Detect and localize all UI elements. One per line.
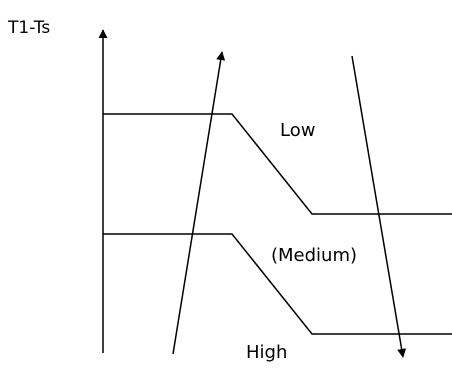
axis-label: T1-Ts	[8, 18, 51, 38]
upper-threshold-line	[103, 113, 452, 215]
zone-label-low: Low	[280, 120, 316, 141]
falling-arrow	[351, 55, 407, 358]
zone-label-high: High	[246, 342, 288, 363]
zone-label-medium: (Medium)	[271, 245, 358, 266]
rising-arrow	[172, 51, 226, 355]
lower-threshold-line	[103, 233, 452, 335]
